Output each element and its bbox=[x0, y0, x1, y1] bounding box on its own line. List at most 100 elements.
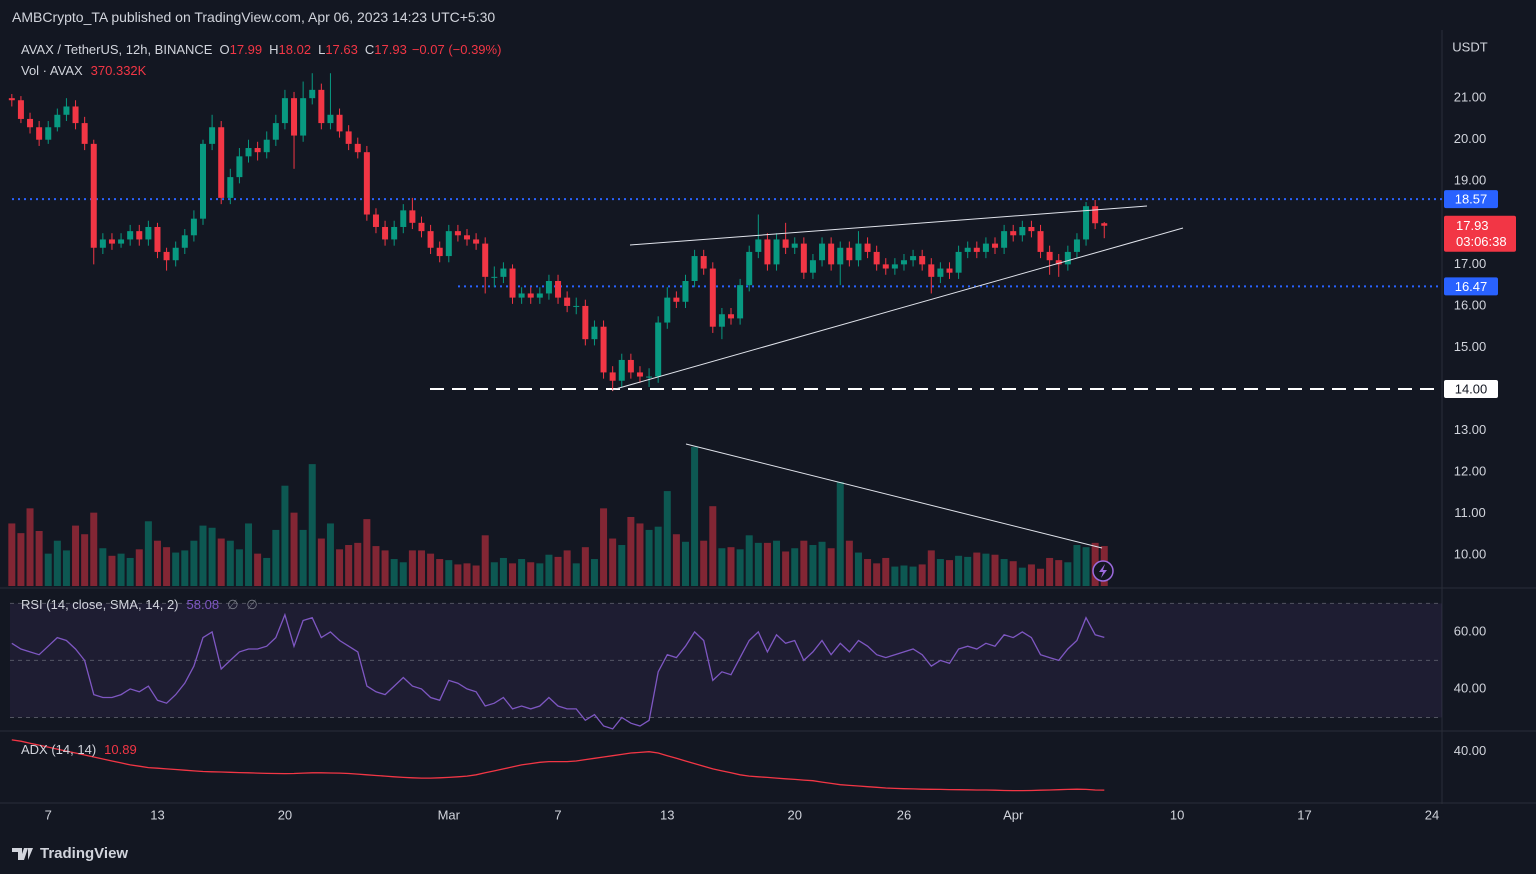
y-tick-label: 40.00 bbox=[1454, 680, 1487, 695]
candle-body bbox=[819, 243, 826, 261]
y-tick-label: 60.00 bbox=[1454, 623, 1487, 638]
volume-bar bbox=[153, 540, 161, 586]
rsi-extra: ∅ bbox=[246, 597, 258, 612]
y-tick-label: 12.00 bbox=[1454, 464, 1487, 479]
candle-body bbox=[190, 218, 197, 236]
volume-bar bbox=[445, 560, 453, 586]
candle-body bbox=[828, 243, 835, 265]
rsi-name[interactable]: RSI (14, close, SMA, 14, 2) bbox=[21, 597, 179, 612]
volume-bar bbox=[1037, 568, 1045, 586]
volume-bar bbox=[909, 566, 917, 586]
candle-body bbox=[600, 326, 607, 373]
volume-bar bbox=[263, 557, 271, 586]
volume-bar bbox=[481, 535, 489, 586]
candle-body bbox=[236, 156, 243, 178]
volume-bar bbox=[590, 559, 598, 586]
candle-body bbox=[1101, 223, 1108, 226]
volume-bar bbox=[108, 555, 116, 586]
volume-name[interactable]: Vol · AVAX bbox=[21, 63, 83, 78]
volume-bar bbox=[417, 550, 425, 586]
ohlc-value: 17.93 bbox=[374, 42, 407, 57]
volume-bar bbox=[345, 545, 353, 586]
candle-body bbox=[791, 243, 798, 248]
x-tick-label: 26 bbox=[897, 807, 911, 822]
volume-bar bbox=[554, 556, 562, 586]
candle-body bbox=[300, 98, 307, 136]
price-legend: AVAX / TetherUS, 12h, BINANCE O 17.99 H 18… bbox=[21, 42, 501, 57]
candle-body bbox=[773, 239, 780, 265]
x-tick-label: 7 bbox=[45, 807, 52, 822]
symbol[interactable]: AVAX / TetherUS, 12h, BINANCE bbox=[21, 42, 213, 57]
volume-bar bbox=[126, 557, 134, 586]
candle-body bbox=[627, 359, 634, 373]
candle-body bbox=[491, 276, 498, 278]
volume-bar bbox=[927, 550, 935, 586]
candle-body bbox=[800, 243, 807, 273]
y-tick-label: 21.00 bbox=[1454, 90, 1487, 105]
candle-body bbox=[928, 264, 935, 277]
level-label: 18.57 bbox=[1455, 192, 1488, 207]
candle-body bbox=[691, 256, 698, 281]
volume-bar bbox=[545, 554, 553, 586]
volume-bar bbox=[272, 529, 280, 586]
candle-body bbox=[910, 256, 917, 261]
candle-body bbox=[900, 260, 907, 265]
candle-body bbox=[809, 260, 816, 273]
candle-body bbox=[755, 239, 762, 252]
volume-bar bbox=[945, 560, 953, 586]
y-tick-label: 10.00 bbox=[1454, 547, 1487, 562]
countdown-label: 03:06:38 bbox=[1456, 234, 1507, 249]
y-tick-label: 40.00 bbox=[1454, 743, 1487, 758]
volume-bar bbox=[281, 485, 289, 586]
candle-body bbox=[737, 285, 744, 319]
bolt-icon bbox=[1099, 564, 1107, 578]
back-layer bbox=[8, 198, 1442, 718]
level-label: 16.47 bbox=[1455, 279, 1488, 294]
candle-body bbox=[873, 251, 880, 265]
candle-body bbox=[464, 235, 471, 240]
candle-body bbox=[172, 247, 179, 261]
candle-body bbox=[127, 231, 134, 240]
volume-bar bbox=[245, 523, 253, 586]
candle-body bbox=[728, 314, 735, 319]
volume-bar bbox=[627, 516, 635, 586]
volume-bar bbox=[144, 521, 152, 586]
volume-bar bbox=[964, 556, 972, 586]
volume-bar bbox=[773, 540, 781, 586]
candle-body bbox=[136, 231, 143, 240]
candle-body bbox=[1019, 226, 1026, 236]
volume-bar bbox=[800, 540, 808, 586]
volume-bar bbox=[518, 559, 526, 586]
y-tick-label: 20.00 bbox=[1454, 131, 1487, 146]
y-tick-label: 15.00 bbox=[1454, 339, 1487, 354]
volume-bar bbox=[618, 545, 626, 586]
volume-bar bbox=[81, 534, 89, 586]
volume-bar bbox=[754, 542, 762, 586]
volume-bar bbox=[654, 526, 662, 586]
volume-bar bbox=[8, 523, 16, 586]
candle-body bbox=[700, 256, 707, 269]
x-tick-label: Mar bbox=[438, 807, 461, 822]
candle-body bbox=[473, 239, 480, 244]
volume-bar bbox=[35, 530, 43, 586]
volume-bar bbox=[854, 552, 862, 586]
candle-body bbox=[646, 376, 653, 378]
candle-body bbox=[1037, 231, 1044, 252]
volume-bar bbox=[436, 559, 444, 586]
candle-body bbox=[946, 268, 953, 273]
volume-bar bbox=[308, 464, 316, 586]
volume-bar bbox=[736, 549, 744, 586]
candle-body bbox=[118, 239, 125, 244]
rsi-value: 58.08 bbox=[186, 597, 220, 612]
volume-bar bbox=[1009, 561, 1017, 586]
candle-body bbox=[63, 106, 70, 115]
adx-name[interactable]: ADX (14, 14) bbox=[21, 742, 97, 757]
level-label: 14.00 bbox=[1455, 381, 1488, 396]
volume-bar bbox=[681, 541, 689, 586]
volume-bar bbox=[745, 535, 753, 586]
candle-body bbox=[336, 114, 343, 132]
volume-bar bbox=[44, 553, 52, 586]
level-label-box bbox=[1444, 380, 1498, 399]
